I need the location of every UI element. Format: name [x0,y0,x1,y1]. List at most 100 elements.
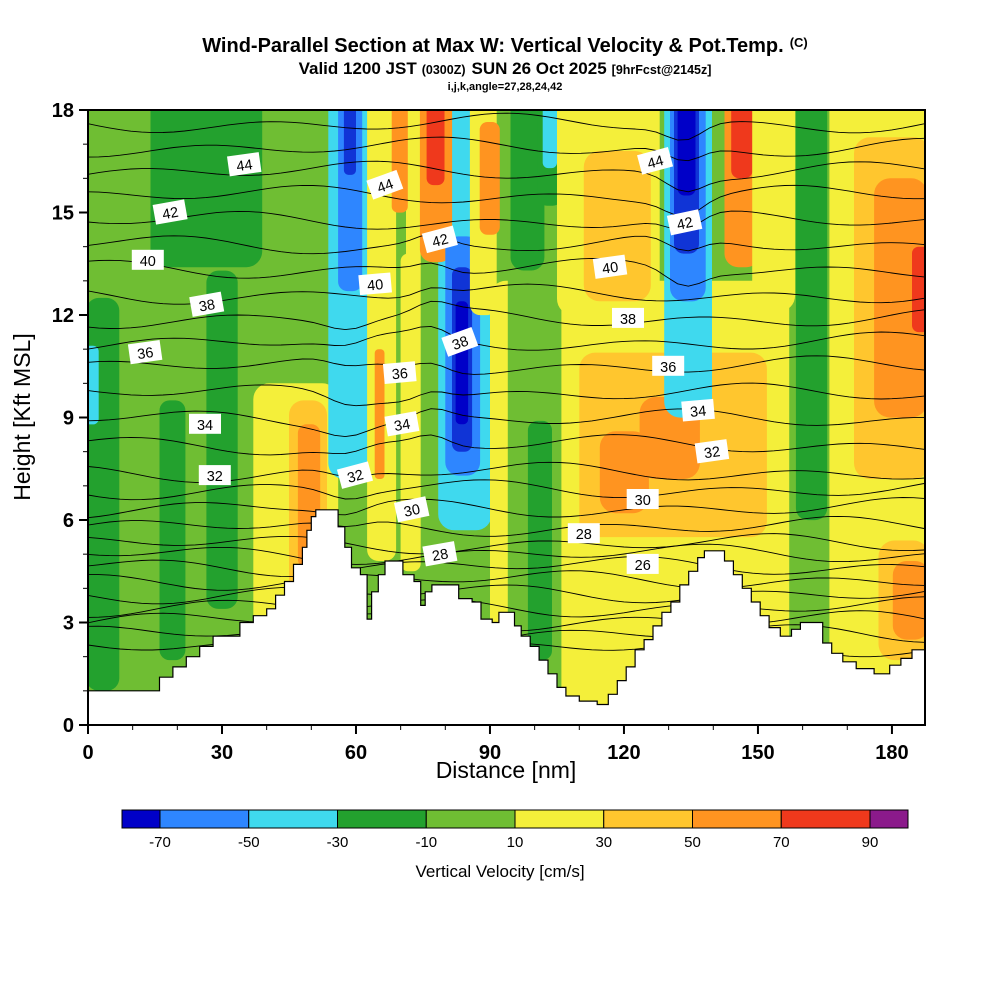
isotherm-line [88,112,925,141]
x-axis-label: Distance [nm] [436,757,577,783]
isotherm-label: 34 [189,413,221,434]
isotherm-line [88,497,925,519]
svg-text:38: 38 [198,297,217,316]
isotherm-line [88,210,925,231]
isotherm-lines [88,112,925,660]
y-tick-label: 3 [63,613,74,635]
svg-text:32: 32 [346,467,366,487]
colorbar-segment [692,809,782,829]
field-region [892,561,925,640]
isotherm-label: 40 [592,254,628,279]
svg-text:32: 32 [207,469,223,485]
y-tick-label: 18 [52,100,74,122]
svg-text:42: 42 [161,205,180,224]
chart-params: i,j,k,angle=27,28,24,42 [448,81,563,93]
field-region [912,246,925,333]
colorbar-segment [337,809,427,829]
isotherm-label: 26 [626,553,659,574]
isotherm-line [88,355,925,375]
colorbar-tick-label: 90 [862,834,879,851]
svg-text:34: 34 [197,418,213,434]
colorbar: -70 -50 -30 -10 10 30 50 70 90 [121,809,909,851]
isotherm-line [88,382,925,407]
isotherm-label: 34 [384,411,420,437]
isotherm-line [88,257,925,287]
isotherm-line [88,515,925,537]
colorbar-tick-label: -50 [238,834,260,851]
svg-text:26: 26 [635,558,651,574]
colorbar-tick-label: 30 [595,834,612,851]
isotherm-label: 38 [612,307,644,328]
field-region [391,110,408,213]
isotherm-label: 28 [422,541,458,567]
svg-text:44: 44 [646,153,666,173]
x-tick-label: 120 [607,742,640,764]
svg-text:34: 34 [393,416,412,435]
field-region [510,110,545,271]
colorbar-segment [159,809,250,829]
isotherm-line [88,533,925,555]
isotherm-label: 40 [131,249,164,270]
svg-text:32: 32 [703,444,721,462]
isotherm-label: 34 [681,398,715,422]
y-tick-label: 12 [52,305,74,327]
field-region [206,270,238,609]
field-region [795,110,828,521]
isotherm-line [88,325,925,351]
colorbar-segment [514,809,605,829]
field-region [406,110,421,271]
isotherm-label: 38 [441,326,479,357]
svg-text:38: 38 [620,312,636,328]
field-region [479,122,500,235]
isotherm-line [88,543,925,565]
terrain [88,509,925,725]
colorbar-tick-label: -30 [327,834,349,851]
svg-text:36: 36 [391,366,408,383]
svg-text:38: 38 [450,333,471,354]
x-tick-label: 0 [82,742,93,764]
isotherm-line [88,160,925,193]
colorbar-tick-label: 50 [684,834,701,851]
isotherm-label: 42 [421,225,458,254]
terrain-silhouette [88,509,925,725]
y-tick-label: 15 [52,203,74,225]
x-tick-label: 90 [479,742,501,764]
y-tick-label: 6 [63,510,74,532]
svg-text:30: 30 [403,502,422,521]
isotherm-label: 36 [127,339,163,365]
field-region [367,110,397,561]
isotherm-label: 38 [189,291,225,317]
isotherm-label: 36 [652,355,685,376]
isotherm-label: 36 [382,361,417,384]
colorbar-segment [121,809,161,829]
field-region [150,110,263,268]
colorbar-tick-label: -70 [149,834,171,851]
chart-title: Wind-Parallel Section at Max W: Vertical… [202,35,808,57]
svg-text:28: 28 [431,546,450,565]
isotherm-label: 44 [226,152,262,177]
x-tick-label: 150 [741,742,774,764]
isotherm-label: 44 [637,147,674,175]
colorbar-segment [780,809,871,829]
x-tick-label: 180 [875,742,908,764]
field-region [677,110,696,196]
svg-text:28: 28 [576,527,592,543]
isotherm-line [88,136,925,162]
colorbar-segment [248,809,338,829]
field-region [426,110,445,186]
isotherm-line [88,570,925,591]
svg-text:36: 36 [136,345,154,363]
svg-text:44: 44 [235,157,253,175]
isotherm-line [88,184,925,217]
isotherm-line [88,479,925,501]
colorbar-segment [425,809,516,829]
y-tick-label: 9 [63,408,74,430]
isotherm-line [88,596,925,618]
isotherm-label: 32 [336,461,374,489]
field-region [374,349,385,479]
isotherm-label: 44 [366,169,404,200]
field-region [527,420,552,661]
